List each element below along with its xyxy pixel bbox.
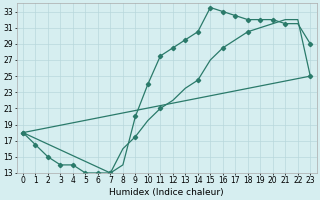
X-axis label: Humidex (Indice chaleur): Humidex (Indice chaleur) xyxy=(109,188,224,197)
